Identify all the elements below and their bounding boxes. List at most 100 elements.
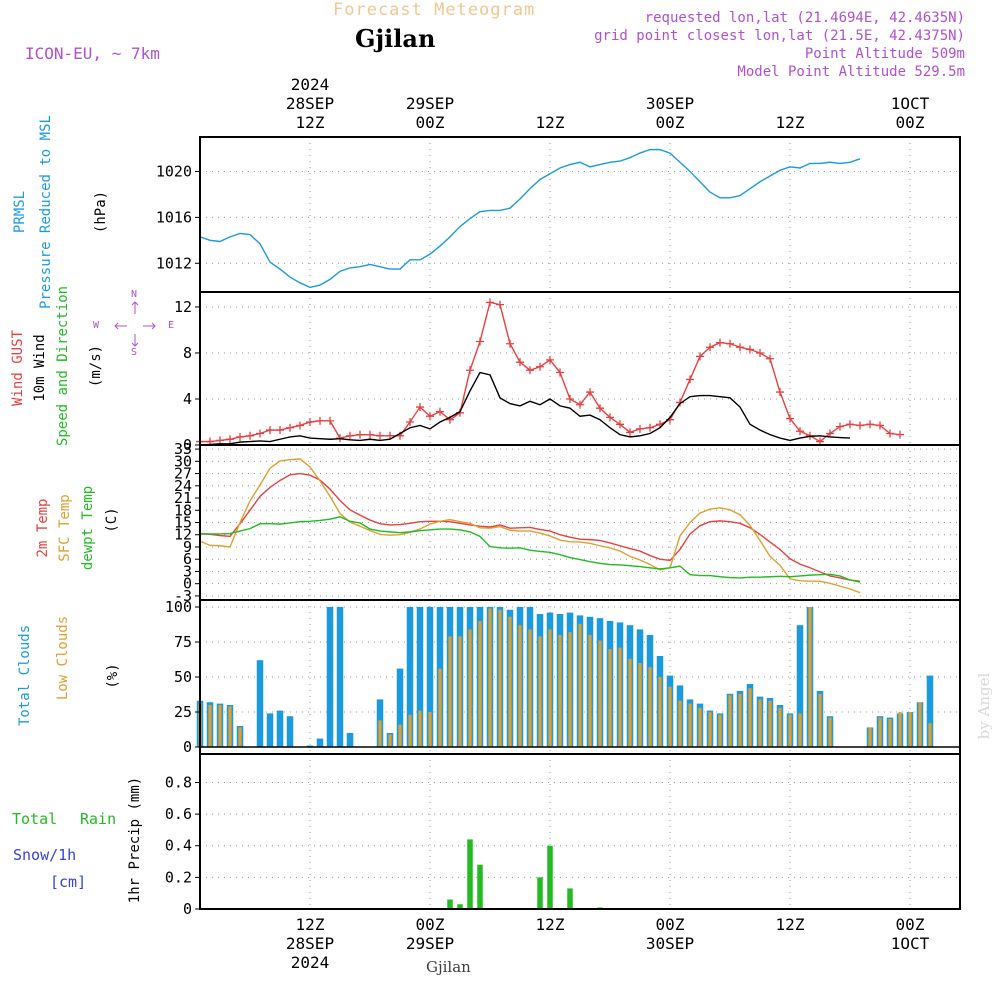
wind-gust-marker: [616, 420, 624, 429]
wind-gust-marker: [746, 345, 754, 354]
pressure-label-msl: Pressure Reduced to MSL: [38, 115, 54, 309]
precip-bar: [567, 888, 573, 909]
temperature-ytick-label: 0: [183, 575, 192, 593]
temperature-ytick-label: 12: [174, 526, 192, 544]
wind-gust-marker: [696, 352, 704, 361]
wind-gust-marker: [536, 362, 544, 371]
clouds-bar: [898, 712, 902, 747]
precip-ytick-label: 0: [183, 900, 192, 918]
wind-gust-marker: [556, 368, 564, 377]
wind-series-0-line: [200, 301, 901, 443]
wind-gust-marker: [826, 429, 834, 438]
model-altitude: Model Point Altitude 529.5m: [737, 64, 965, 80]
wind-gust-marker: [316, 416, 324, 425]
time-top-label: 00Z: [656, 113, 685, 132]
time-bottom-label: 12Z: [296, 915, 325, 934]
clouds-bar: [918, 702, 922, 747]
wind-gust-marker: [306, 417, 314, 426]
clouds-bar: [638, 663, 642, 747]
time-top-label: 28SEP: [286, 94, 334, 113]
clouds-bar: [388, 734, 392, 747]
wind-gust-marker: [326, 416, 334, 425]
time-top-label: 00Z: [416, 113, 445, 132]
temperature-ytick-label: 18: [174, 501, 192, 519]
pressure-ytick-label: 1016: [156, 208, 192, 226]
clouds-bar: [796, 625, 804, 747]
wind-gust-marker: [626, 428, 634, 437]
clouds-bar: [748, 688, 752, 747]
precip-bar: [447, 899, 453, 909]
temperature-ytick-label: -3: [174, 587, 192, 605]
clouds-bar: [728, 695, 732, 747]
time-top-label: 30SEP: [646, 94, 694, 113]
time-top-label: 12Z: [536, 113, 565, 132]
clouds-bar: [778, 707, 782, 747]
clouds-bar: [396, 668, 404, 747]
clouds-bar: [868, 727, 872, 747]
time-top-label: 12Z: [296, 113, 325, 132]
temp-2m-label: 2m Temp: [35, 498, 51, 558]
clouds-bar: [238, 727, 242, 747]
clouds-bar: [378, 720, 382, 747]
clouds-bar: [508, 616, 512, 747]
compass-arrows-icon: [114, 301, 156, 347]
clouds-ytick-label: 50: [174, 668, 192, 686]
clouds-bar: [418, 710, 422, 747]
clouds-bar: [468, 629, 472, 747]
clouds-bar: [888, 719, 892, 747]
pressure-ytick-label: 1012: [156, 254, 192, 272]
time-bottom-label: 28SEP: [286, 934, 334, 953]
clouds-bar: [416, 607, 424, 747]
precip-cm-label: [cm]: [50, 873, 87, 891]
clouds-bar: [228, 706, 232, 747]
wind-gust-marker: [376, 431, 384, 440]
clouds-bar: [276, 710, 284, 747]
clouds-bar: [608, 649, 612, 747]
location-title: Gjilan: [355, 24, 436, 53]
wind-gust-marker: [416, 403, 424, 412]
clouds-bar: [788, 714, 792, 747]
clouds-ytick-label: 100: [165, 598, 192, 616]
clouds-bar: [438, 668, 442, 747]
wind-gust-marker: [546, 355, 554, 364]
clouds-bar: [548, 629, 552, 747]
precip-ytick-label: 0.8: [165, 773, 192, 791]
clouds-bar: [426, 607, 434, 747]
precip-ytick-label: 0.6: [165, 805, 192, 823]
clouds-bar: [588, 635, 592, 747]
wind-gust-marker: [296, 421, 304, 430]
wind-gust-marker: [476, 337, 484, 346]
clouds-bar: [568, 632, 572, 747]
time-bottom-label: 2024: [291, 953, 330, 972]
grid-point-coords: grid point closest lon,lat (21.5E, 42.43…: [594, 28, 965, 44]
clouds-bar: [708, 712, 712, 747]
wind-gust-marker: [596, 404, 604, 413]
clouds-bar: [758, 699, 762, 747]
clouds-ytick-label: 0: [183, 738, 192, 756]
pressure-series-0-line: [199, 148, 861, 289]
clouds-bar: [488, 608, 492, 747]
wind-gust-marker: [726, 339, 734, 348]
clouds-bar: [538, 636, 542, 747]
clouds-bar: [326, 607, 334, 747]
wind-gust-marker: [646, 423, 654, 432]
clouds-bar: [808, 607, 812, 747]
wind-ytick-label: 0: [183, 436, 192, 454]
precip-bar: [477, 864, 483, 909]
wind-gust-marker: [846, 420, 854, 429]
clouds-bar: [768, 700, 772, 747]
temp-dewpt-label: dewpt Temp: [80, 485, 96, 571]
temperature-ytick-label: 30: [174, 452, 192, 470]
low-clouds-label: Low Clouds: [55, 615, 71, 701]
temperature-ytick-label: 3: [183, 562, 192, 580]
precip-bar: [467, 839, 473, 909]
forecast-title: Forecast Meteogram: [333, 0, 536, 20]
time-top-label: 2024: [291, 75, 330, 94]
clouds-bar: [478, 621, 482, 747]
axes-layer: 10121016102004812-3036912151821242730330…: [156, 75, 961, 972]
wind-gust-marker: [686, 375, 694, 384]
clouds-bar: [928, 723, 932, 747]
clouds-bar: [668, 686, 672, 747]
wind-ytick-label: 12: [174, 298, 192, 316]
